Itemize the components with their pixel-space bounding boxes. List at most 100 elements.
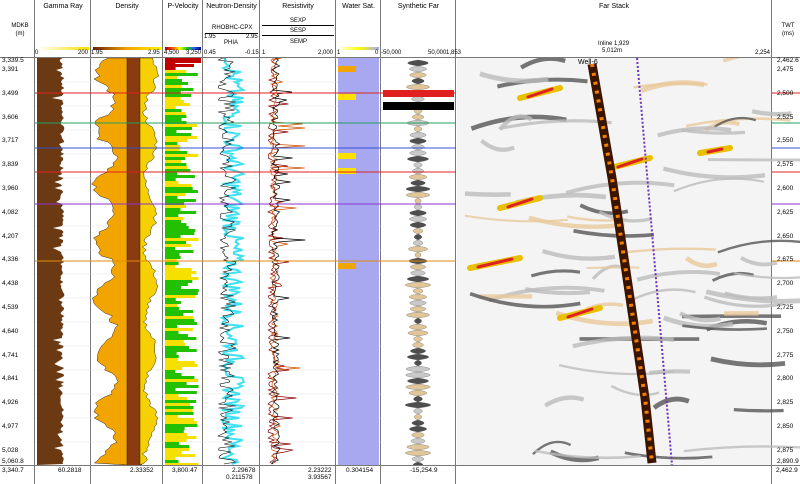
pvel-bar	[165, 457, 176, 460]
pvel-bar	[165, 172, 178, 175]
seismic-peak	[526, 87, 554, 99]
pvel-bar	[165, 439, 187, 442]
synthetic-wavelet	[406, 311, 430, 319]
pvel-bar	[165, 94, 192, 97]
pvel-bar	[165, 271, 197, 274]
seismic-reflector	[711, 271, 755, 282]
pvel-bar	[165, 343, 186, 346]
depth-label: 3,606	[2, 113, 19, 121]
pvel-bar	[165, 256, 181, 259]
pvel-bar	[165, 67, 176, 70]
seismic-reflector	[705, 289, 800, 304]
depth-label: 3,391	[2, 66, 19, 73]
gamma-scale-max: 200	[78, 50, 89, 56]
depth-label: 4,977	[2, 423, 19, 430]
far-stack-xmin: 1,853	[446, 50, 462, 56]
depth-label: 3,960	[2, 185, 19, 192]
pvel-scale-max: 3,250	[186, 50, 202, 56]
pvel-bar	[165, 313, 184, 316]
pvel-bar	[165, 292, 198, 295]
water-sat-track[interactable]	[336, 0, 381, 484]
synthetic-wavelet	[412, 167, 424, 175]
pvel-bar	[165, 76, 178, 79]
depth-label: 5,028	[2, 446, 19, 454]
pvel-bar	[165, 397, 188, 400]
synthetic-wavelet	[411, 455, 425, 463]
synthetic-wavelet	[410, 347, 426, 355]
pvel-bar	[165, 409, 193, 412]
pvel-bar	[165, 352, 177, 355]
gamma-scale-min: 0	[35, 50, 39, 56]
synthetic-wavelet	[406, 83, 430, 91]
pvel-bar	[165, 289, 199, 292]
synthetic-wavelet	[409, 149, 427, 157]
pvel-bar	[165, 64, 194, 67]
pvel-bar	[165, 214, 179, 217]
water-sat-band	[338, 94, 356, 100]
pvel-bar	[165, 454, 196, 457]
pvel-bar	[165, 124, 197, 127]
pvel-bar	[165, 418, 195, 421]
depth-top: 3,339.5	[2, 57, 24, 64]
pvel-bar	[165, 307, 180, 310]
phia-scale-max: -0.15	[245, 50, 259, 56]
pvel-bar	[165, 310, 194, 313]
synthetic-wavelet	[407, 377, 429, 385]
depth-label: 4,207	[2, 232, 19, 240]
depth-label: 3,717	[2, 137, 19, 145]
pvel-bar	[165, 445, 190, 448]
neutron-density-track[interactable]	[203, 0, 260, 484]
pvel-bar	[165, 424, 198, 427]
water-sat-band	[338, 263, 356, 269]
far-stack-title: Far Stack	[599, 3, 629, 10]
sesp-label: SESP	[290, 28, 307, 34]
gamma-ray-track[interactable]	[35, 0, 91, 484]
resistivity-curve	[271, 58, 306, 465]
seismic-reflector	[598, 210, 653, 223]
density-track[interactable]	[91, 0, 163, 484]
pvel-bar	[165, 274, 192, 277]
seismic-peak	[566, 307, 594, 319]
pvel-bar	[165, 415, 179, 418]
resistivity-track[interactable]	[260, 0, 336, 484]
seismic-peak	[506, 197, 534, 209]
pvel-bar	[165, 379, 199, 382]
resist-scale-min: 1	[262, 50, 266, 56]
synthetic-wavelet	[411, 77, 425, 85]
pvel-bar	[165, 385, 199, 388]
synthetic-wavelet	[409, 173, 427, 181]
p-velocity-track[interactable]	[163, 0, 203, 484]
water-scale-bar	[338, 47, 379, 50]
synthetic-far-track[interactable]	[381, 0, 456, 484]
seismic-reflector	[640, 80, 705, 94]
synthetic-wavelet	[405, 383, 431, 391]
pvel-bar	[165, 277, 199, 280]
seismic-reflector	[565, 180, 675, 195]
synthetic-wavelet	[414, 125, 422, 133]
seismic-reflector	[519, 58, 566, 70]
seismic-reflector	[627, 247, 716, 254]
pvel-bar	[165, 205, 187, 208]
pvel-bar	[165, 232, 195, 235]
rhobhc-label: RHOBHC-CPX	[212, 25, 253, 31]
synthetic-wavelet	[413, 233, 423, 241]
pvel-bar	[165, 103, 190, 106]
pvel-bar	[165, 196, 178, 199]
pvel-bar	[165, 154, 199, 157]
pvel-bar	[165, 235, 181, 238]
seismic-reflector	[464, 214, 568, 223]
pvel-bar	[165, 442, 180, 445]
pvel-bar	[165, 436, 197, 439]
pvel-bar	[165, 166, 188, 169]
seismic-reflector	[684, 256, 718, 269]
pvel-bar	[165, 319, 195, 322]
resistivity-curve	[267, 58, 297, 465]
pvel-bar	[165, 280, 193, 283]
synthetic-wavelet	[414, 317, 422, 325]
depth-track	[0, 0, 35, 484]
log-plot-area[interactable]: Well-6	[0, 58, 800, 465]
synthetic-wavelet	[409, 299, 427, 307]
pvel-bar	[165, 451, 182, 454]
synthetic-wavelet	[409, 305, 427, 313]
seismic-reflector	[464, 191, 511, 197]
